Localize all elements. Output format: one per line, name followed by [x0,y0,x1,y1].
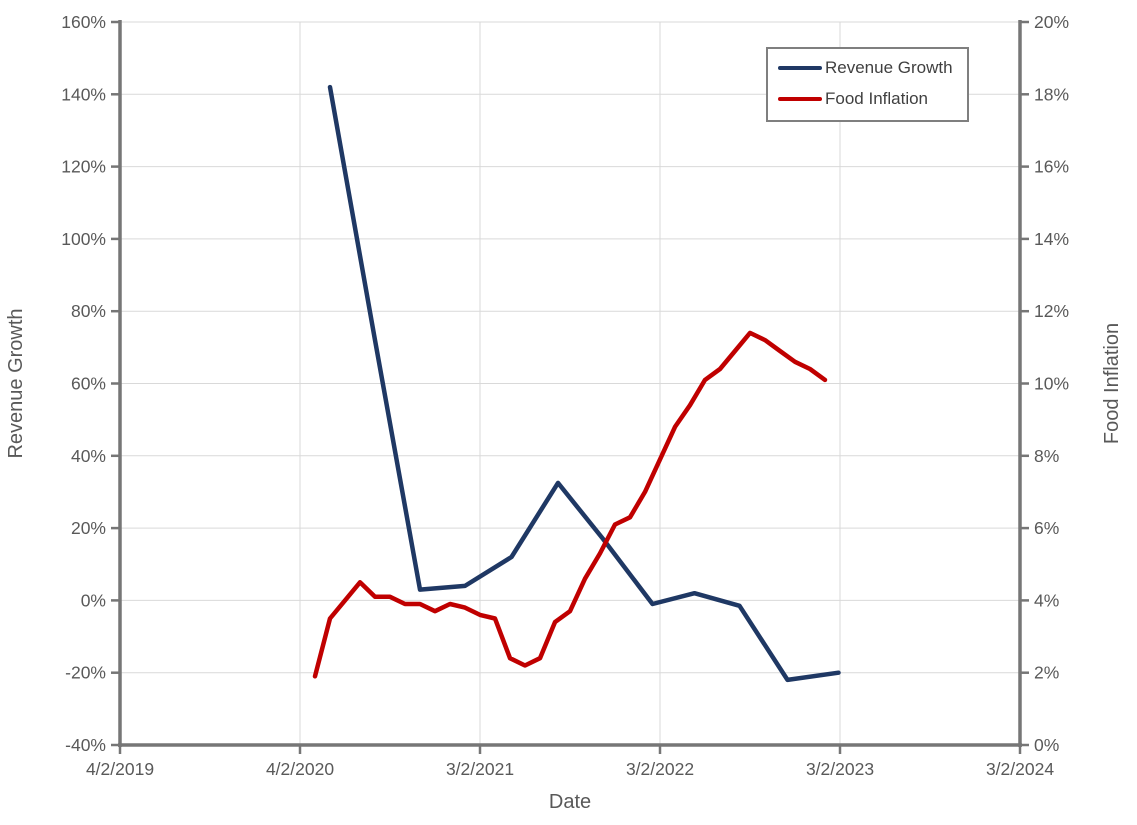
y-right-tick-label: 14% [1034,229,1069,249]
legend-label: Revenue Growth [825,58,953,77]
y-right-tick-label: 2% [1034,663,1059,683]
series-line-revenue-growth [327,84,841,683]
x-axis-title: Date [549,791,591,813]
y-left-tick-label: 60% [71,374,106,394]
y-right-tick-label: 16% [1034,157,1069,177]
series-line-food-inflation [312,330,828,679]
y-right-tick-label: 8% [1034,446,1059,466]
y-right-tick-label: 0% [1034,735,1059,755]
legend-item-revenue-growth: Revenue Growth [778,58,953,78]
y-left-tick-label: 80% [71,301,106,321]
y-left-tick-label: 0% [81,590,106,610]
y-left-tick-label: 100% [61,229,106,249]
y-left-tick-label: 20% [71,518,106,538]
y-right-tick-label: 20% [1034,12,1069,32]
y-left-tick-label: 140% [61,84,106,104]
legend-item-food-inflation: Food Inflation [778,89,953,109]
y-right-tick-label: 12% [1034,301,1069,321]
x-tick-label: 4/2/2020 [266,759,334,779]
y-axis-left-title: Revenue Growth [5,308,27,458]
x-tick-label: 3/2/2023 [806,759,874,779]
y-right-tick-label: 18% [1034,84,1069,104]
y-right-tick-label: 6% [1034,518,1059,538]
legend-line-swatch-food-inflation [778,96,822,102]
x-tick-label: 3/2/2021 [446,759,514,779]
y-left-tick-label: 40% [71,446,106,466]
legend-label: Food Inflation [825,89,929,108]
y-right-tick-label: 10% [1034,374,1069,394]
y-axis-right-title: Food Inflation [1101,323,1123,444]
x-tick-label: 4/2/2019 [86,759,154,779]
y-left-tick-label: 120% [61,157,106,177]
y-left-tick-label: -40% [65,735,106,755]
y-right-tick-label: 4% [1034,590,1059,610]
legend: Revenue Growth Food Inflation [766,47,969,122]
x-tick-label: 3/2/2024 [986,759,1054,779]
x-tick-label: 3/2/2022 [626,759,694,779]
legend-line-swatch-revenue-growth [778,65,822,71]
y-left-tick-label: -20% [65,663,106,683]
y-left-tick-label: 160% [61,12,106,32]
